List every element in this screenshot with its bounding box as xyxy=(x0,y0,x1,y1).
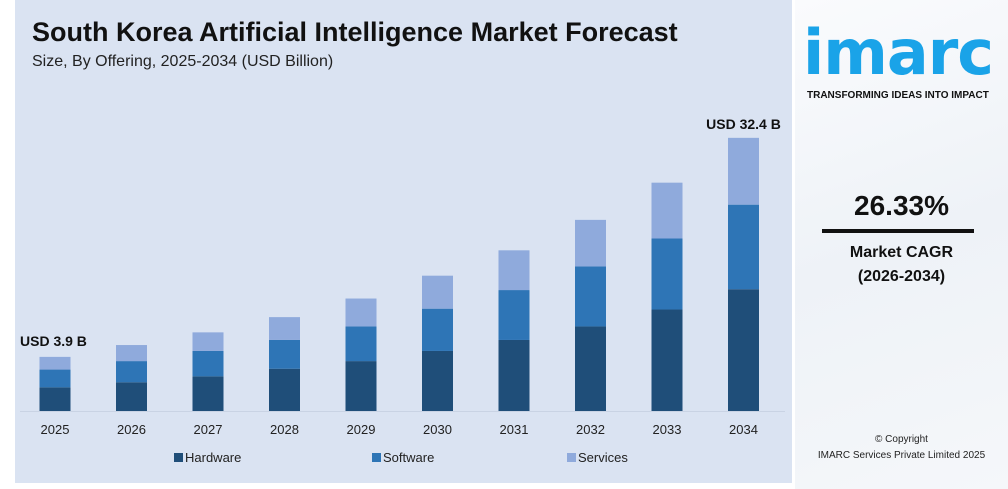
legend-label-services: Services xyxy=(578,450,628,465)
bar-software-2027 xyxy=(192,350,224,377)
bar-services-2031 xyxy=(498,250,530,291)
bar-software-2031 xyxy=(498,290,530,340)
bar-services-2030 xyxy=(422,275,453,309)
copyright: © Copyright xyxy=(875,434,928,445)
x-tick-label: 2025 xyxy=(41,422,70,437)
tagline: TRANSFORMING IDEAS INTO IMPACT xyxy=(807,90,989,101)
sidebar: imarc TRANSFORMING IDEAS INTO IMPACT 26.… xyxy=(795,0,1008,489)
x-tick-label: 2028 xyxy=(270,422,299,437)
x-tick-label: 2034 xyxy=(729,422,758,437)
bar-hardware-2031 xyxy=(498,339,530,411)
x-tick-label: 2032 xyxy=(576,422,605,437)
bar-hardware-2027 xyxy=(192,376,224,411)
company-name: IMARC Services Private Limited 2025 xyxy=(817,450,986,461)
x-tick-label: 2030 xyxy=(423,422,452,437)
legend-swatch-software xyxy=(372,453,381,462)
imarc-logo: imarc xyxy=(803,16,994,89)
cagr-period: (2026-2034) xyxy=(857,268,946,285)
legend-label-software: Software xyxy=(383,450,434,465)
bar-hardware-2029 xyxy=(345,361,377,411)
bar-software-2028 xyxy=(269,339,300,369)
bar-services-2025 xyxy=(39,356,71,370)
bar-services-2029 xyxy=(345,298,377,327)
x-tick-label: 2031 xyxy=(500,422,529,437)
bar-hardware-2033 xyxy=(651,309,683,411)
bar-software-2032 xyxy=(575,266,606,327)
cagr-label: Market CAGR xyxy=(849,244,954,261)
bar-hardware-2026 xyxy=(116,382,147,411)
bar-hardware-2032 xyxy=(575,326,606,411)
cagr-value: 26.33% xyxy=(854,190,949,221)
chart-title: South Korea Artificial Intelligence Mark… xyxy=(32,17,678,47)
bar-hardware-2034 xyxy=(728,289,759,411)
divider xyxy=(822,229,974,233)
bar-hardware-2028 xyxy=(269,368,300,411)
bar-hardware-2025 xyxy=(39,387,71,411)
bar-software-2034 xyxy=(728,204,759,290)
bar-software-2026 xyxy=(116,361,147,383)
bar-software-2029 xyxy=(345,326,377,362)
bar-hardware-2030 xyxy=(422,350,453,411)
bar-software-2025 xyxy=(39,369,71,388)
bar-software-2033 xyxy=(651,238,683,310)
legend-swatch-hardware xyxy=(174,453,183,462)
x-tick-label: 2033 xyxy=(653,422,682,437)
x-tick-label: 2026 xyxy=(117,422,146,437)
chart-subtitle: Size, By Offering, 2025-2034 (USD Billio… xyxy=(32,53,334,70)
annotation-first: USD 3.9 B xyxy=(20,333,87,349)
bar-services-2032 xyxy=(575,219,606,267)
bar-services-2026 xyxy=(116,345,147,362)
bar-services-2034 xyxy=(728,137,759,205)
bar-services-2027 xyxy=(192,332,224,351)
bar-services-2028 xyxy=(269,317,300,340)
bar-services-2033 xyxy=(651,182,683,239)
annotation-last: USD 32.4 B xyxy=(706,116,781,132)
bar-software-2030 xyxy=(422,308,453,351)
legend-swatch-services xyxy=(567,453,576,462)
stacked-bar-chart: 2025 2026 2027 2028 2029 2030 2031 2032 2033 2034… xyxy=(20,116,785,465)
x-tick-label: 2027 xyxy=(194,422,223,437)
legend-label-hardware: Hardware xyxy=(185,450,241,465)
x-tick-label: 2029 xyxy=(347,422,376,437)
